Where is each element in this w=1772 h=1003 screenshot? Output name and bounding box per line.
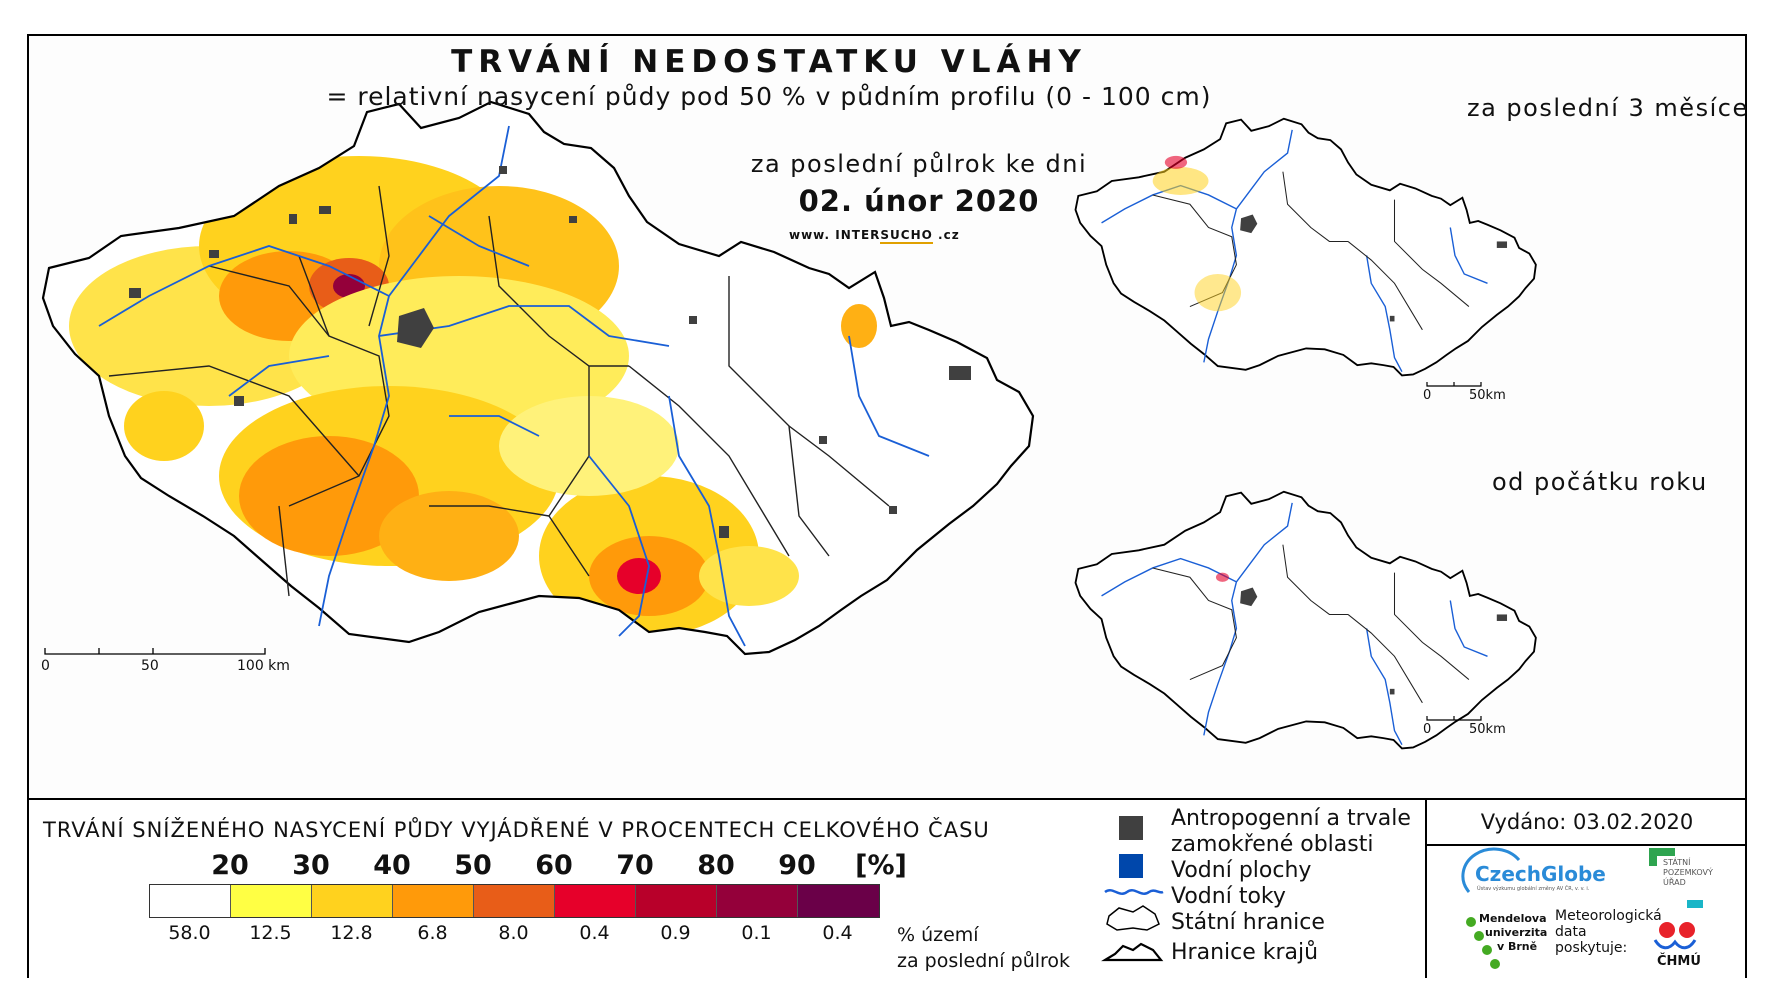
main-scale-label-50: 50 bbox=[141, 658, 159, 674]
legend: TRVÁNÍ SNÍŽENÉHO NASYCENÍ PŮDY VYJÁDŘENÉ… bbox=[29, 798, 1747, 978]
legend-swatch bbox=[636, 885, 717, 917]
class-share: 0.4 bbox=[579, 922, 610, 944]
class-break: 40 bbox=[373, 850, 411, 881]
class-break: 20 bbox=[211, 850, 249, 881]
inset1-scale-label-50: 50km bbox=[1469, 388, 1506, 403]
legend-swatch bbox=[150, 885, 231, 917]
key-water-courses: Vodní toky bbox=[1171, 884, 1286, 909]
class-share: 0.9 bbox=[660, 922, 691, 944]
website-brand-a: INTER bbox=[835, 228, 881, 242]
mendel-logo: Mendelova univerzita v Brně bbox=[1479, 912, 1547, 954]
mendel-line1: Mendelova bbox=[1479, 912, 1547, 925]
chmu-logo-icon bbox=[1679, 922, 1695, 938]
key-region-border: Hranice krajů bbox=[1171, 940, 1319, 965]
mendel-line3: v Brně bbox=[1497, 940, 1538, 953]
key-anthropogenic-line2: zamokřené oblasti bbox=[1171, 832, 1374, 857]
met-data-line3: poskytuje: bbox=[1555, 940, 1628, 956]
met-data-note: Meteorologická data poskytuje: bbox=[1555, 908, 1662, 956]
met-data-line1: Meteorologická bbox=[1555, 908, 1662, 924]
class-share: 8.0 bbox=[498, 922, 529, 944]
map-title: TRVÁNÍ NEDOSTATKU VLÁHY bbox=[451, 44, 1087, 80]
water-course-symbol bbox=[1104, 889, 1164, 895]
spu-line2: POZEMKOVÝ bbox=[1663, 868, 1713, 877]
partner-logos bbox=[1461, 847, 1703, 969]
map-drawing bbox=[41, 100, 1537, 750]
inset1-scale-label-0: 0 bbox=[1423, 388, 1432, 403]
class-break: 70 bbox=[616, 850, 654, 881]
issuer-box: Vydáno: 03.02.2020 CzechGlobe Ústav výzk… bbox=[1425, 800, 1747, 978]
map-area: TRVÁNÍ NEDOSTATKU VLÁHY = relativní nasy… bbox=[29, 36, 1747, 798]
state-border-symbol bbox=[1106, 905, 1160, 931]
map-date: 02. únor 2020 bbox=[798, 184, 1040, 218]
main-scale-label-100: 100 km bbox=[237, 658, 290, 674]
legend-key-symbols bbox=[1101, 816, 1164, 962]
share-note-line2: za poslední půlrok bbox=[897, 950, 1071, 972]
czechglobe-logo-icon bbox=[1461, 847, 1521, 893]
class-break: 50 bbox=[454, 850, 492, 881]
website-prefix: www. bbox=[789, 228, 831, 242]
website-link[interactable]: www. INTERSUCHO .cz bbox=[789, 228, 960, 244]
class-share: 0.4 bbox=[822, 922, 853, 944]
mendel-line2: univerzita bbox=[1485, 926, 1548, 939]
legend-swatch bbox=[231, 885, 312, 917]
class-break: 80 bbox=[697, 850, 735, 881]
map-frame: TRVÁNÍ NEDOSTATKU VLÁHY = relativní nasy… bbox=[27, 34, 1747, 978]
legend-swatch bbox=[717, 885, 798, 917]
region-border-symbol bbox=[1101, 942, 1164, 962]
legend-swatch bbox=[798, 885, 879, 917]
class-share: 6.8 bbox=[417, 922, 448, 944]
class-share: 58.0 bbox=[168, 922, 211, 944]
main-map bbox=[41, 100, 1035, 656]
class-share: 12.5 bbox=[249, 922, 292, 944]
class-share: 12.8 bbox=[330, 922, 373, 944]
legend-swatch bbox=[474, 885, 555, 917]
inset-map-year-to-date bbox=[1074, 490, 1537, 750]
class-break: 30 bbox=[292, 850, 330, 881]
website-brand-b: SUCHO bbox=[880, 228, 933, 244]
website-suffix: .cz bbox=[938, 228, 960, 242]
inset-map-3-months bbox=[1074, 117, 1537, 377]
legend-swatch bbox=[555, 885, 636, 917]
key-water-bodies: Vodní plochy bbox=[1171, 858, 1312, 883]
met-data-line2: data bbox=[1555, 924, 1587, 940]
issued-divider bbox=[1427, 844, 1747, 846]
mendel-logo-icon bbox=[1490, 959, 1500, 969]
key-anthropogenic-line1: Antropogenní a trvale bbox=[1171, 806, 1411, 831]
spu-logo: STÁTNÍ POZEMKOVÝ ÚŘAD bbox=[1663, 858, 1713, 888]
inset2-scale-label-50: 50km bbox=[1469, 722, 1506, 737]
key-state-border: Státní hranice bbox=[1171, 910, 1325, 935]
legend-swatch bbox=[312, 885, 393, 917]
spu-logo-icon bbox=[1649, 848, 1657, 866]
legend-title: TRVÁNÍ SNÍŽENÉHO NASYCENÍ PŮDY VYJÁDŘENÉ… bbox=[43, 818, 990, 842]
chmu-logo: ČHMÚ bbox=[1657, 954, 1701, 969]
spu-line3: ÚŘAD bbox=[1663, 878, 1686, 887]
legend-color-scale bbox=[149, 884, 880, 918]
issued-date: Vydáno: 03.02.2020 bbox=[1480, 810, 1694, 834]
anthropogenic-swatch bbox=[1119, 816, 1143, 840]
czechglobe-sub: Ústav výzkumu globální změny AV ČR, v. v… bbox=[1477, 886, 1590, 892]
inset-label-year-to-date: od počátku roku bbox=[1492, 468, 1708, 496]
class-share: 0.1 bbox=[741, 922, 772, 944]
class-break: 60 bbox=[535, 850, 573, 881]
legend-swatch bbox=[393, 885, 474, 917]
spu-line1: STÁTNÍ bbox=[1663, 858, 1691, 867]
map-subtitle: = relativní nasycení půdy pod 50 % v půd… bbox=[326, 82, 1212, 111]
inset2-scale-label-0: 0 bbox=[1423, 722, 1432, 737]
class-break: 90 bbox=[778, 850, 816, 881]
inset-label-3-months: za poslední 3 měsíce bbox=[1467, 94, 1749, 122]
czechglobe-logo: CzechGlobe bbox=[1475, 862, 1606, 886]
share-note-line1: % území bbox=[897, 924, 979, 946]
period-label: za poslední půlrok ke dni bbox=[750, 150, 1088, 178]
class-break-unit: [%] bbox=[855, 850, 907, 881]
main-scale-label-0: 0 bbox=[41, 658, 50, 674]
water-body-swatch bbox=[1119, 854, 1143, 878]
